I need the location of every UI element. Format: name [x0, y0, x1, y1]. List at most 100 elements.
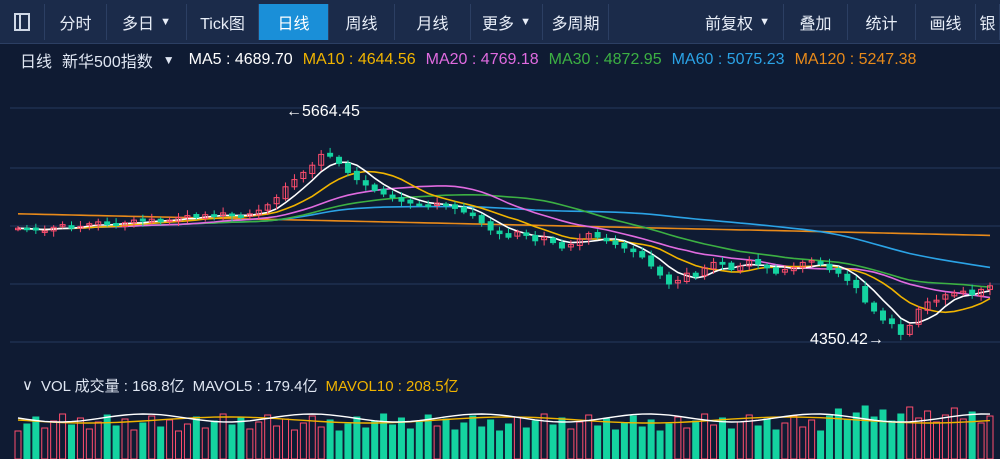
- volume-bar: [23, 423, 31, 459]
- candle-body: [692, 272, 699, 278]
- volume-bar: [299, 422, 307, 459]
- candle-body: [309, 164, 316, 174]
- volume-bar: [888, 420, 896, 459]
- toolbar-tab-5[interactable]: 月线: [395, 3, 471, 40]
- toolbar-action-0[interactable]: 前复权 ▼: [692, 3, 784, 40]
- candle-body: [15, 227, 21, 231]
- volume-bar: [157, 426, 165, 459]
- volume-bar: [255, 421, 263, 459]
- toolbar-tab-3[interactable]: 日线: [259, 3, 329, 40]
- toolbar-action-3[interactable]: 画线: [916, 3, 976, 40]
- volume-bar: [941, 414, 949, 459]
- candle-body: [193, 214, 200, 218]
- volume-bar: [585, 414, 593, 459]
- volume-bar: [558, 417, 566, 459]
- volume-bar: [504, 423, 512, 459]
- volume-bar: [513, 416, 521, 459]
- volume-bar: [549, 424, 557, 459]
- candle-body: [220, 212, 227, 216]
- toolbar-tab-6[interactable]: 更多 ▼: [471, 3, 543, 40]
- ma-label-5: MA120 : 5247.38: [794, 51, 917, 68]
- volume-bar: [924, 410, 932, 459]
- candle-body: [942, 294, 949, 300]
- volume-bar: [674, 416, 682, 459]
- volume-bar: [424, 414, 432, 459]
- volume-bar: [201, 427, 209, 459]
- volume-bar: [290, 429, 298, 459]
- volume-bar: [59, 413, 67, 459]
- candle-body: [353, 170, 360, 181]
- volume-bar: [273, 425, 281, 459]
- candle-body: [665, 274, 672, 285]
- candle-body: [41, 230, 48, 233]
- toolbar-tab-4[interactable]: 周线: [329, 3, 395, 40]
- volume-bar: [442, 418, 450, 459]
- candle-body: [639, 251, 646, 258]
- chevron-down-icon: ▼: [520, 15, 531, 28]
- candle-body: [282, 186, 289, 200]
- candle-body: [621, 242, 628, 249]
- candle-body: [897, 324, 904, 335]
- volume-bar: [415, 421, 423, 459]
- volume-bar: [879, 409, 887, 459]
- candle-body: [790, 267, 797, 272]
- collapse-icon[interactable]: ∨: [22, 377, 33, 394]
- volume-bar: [968, 411, 976, 459]
- candle-body: [871, 302, 878, 312]
- candle-body: [550, 237, 557, 244]
- volume-bar: [781, 422, 789, 459]
- candle-body: [291, 179, 298, 188]
- toolbar-action-2[interactable]: 统计: [848, 3, 916, 40]
- sidebar-toggle-icon[interactable]: [0, 3, 45, 40]
- volume-bar: [620, 422, 628, 459]
- chevron-down-icon: ▼: [759, 15, 770, 28]
- volume-bar: [843, 419, 851, 459]
- mavol5-line: [17, 413, 991, 423]
- candle-body: [879, 310, 886, 321]
- candle-body: [139, 218, 146, 222]
- toolbar-action-4[interactable]: 银: [976, 3, 1000, 40]
- toolbar-tab-1[interactable]: 多日 ▼: [107, 3, 187, 40]
- indicator-info-bar: 日线 新华500指数 ▼ MA5 : 4689.70 MA10 : 4644.56…: [0, 45, 1000, 75]
- candle-body: [336, 156, 343, 164]
- candle-body: [657, 266, 664, 276]
- volume-bar: [175, 430, 183, 459]
- candle-body: [148, 218, 155, 223]
- volume-bar: [540, 413, 548, 459]
- candle-body: [906, 324, 913, 335]
- volume-bar: [915, 417, 923, 459]
- volume-bar: [478, 426, 486, 459]
- candle-body: [23, 227, 30, 231]
- chevron-down-icon: ▼: [160, 15, 171, 28]
- candle-body: [443, 203, 450, 207]
- index-dropdown-icon[interactable]: ▼: [162, 53, 175, 67]
- volume-bar: [977, 422, 985, 459]
- candle-body: [362, 180, 369, 186]
- volume-bar: [264, 414, 272, 459]
- index-name: 新华500指数: [62, 54, 153, 71]
- candle-body: [951, 292, 958, 297]
- candle-body: [853, 279, 860, 289]
- candle-body: [862, 286, 869, 303]
- volume-bar: [683, 427, 691, 459]
- candle-body: [469, 212, 476, 217]
- candle-body: [113, 223, 120, 227]
- volume-chart: [14, 405, 994, 459]
- toolbar-tab-0[interactable]: 分时: [45, 3, 107, 40]
- toolbar-tab-2[interactable]: Tick图: [187, 3, 259, 40]
- candle-body: [558, 242, 565, 249]
- volume-bar: [629, 415, 637, 459]
- volume-bar: [496, 430, 504, 459]
- candle-body: [799, 261, 806, 269]
- candle-body: [327, 152, 334, 157]
- toolbar-action-1[interactable]: 叠加: [784, 3, 848, 40]
- ma-label-3: MA30 : 4872.95: [548, 51, 662, 68]
- candle-body: [273, 197, 280, 205]
- candlestick-chart[interactable]: ←5664.45 4350.42→: [0, 76, 1000, 372]
- volume-bar: [433, 425, 441, 459]
- candle-body: [229, 213, 236, 217]
- toolbar-tab-7[interactable]: 多周期: [543, 3, 609, 40]
- candle-body: [630, 248, 637, 253]
- candle-body: [157, 218, 164, 223]
- candle-body: [648, 255, 655, 267]
